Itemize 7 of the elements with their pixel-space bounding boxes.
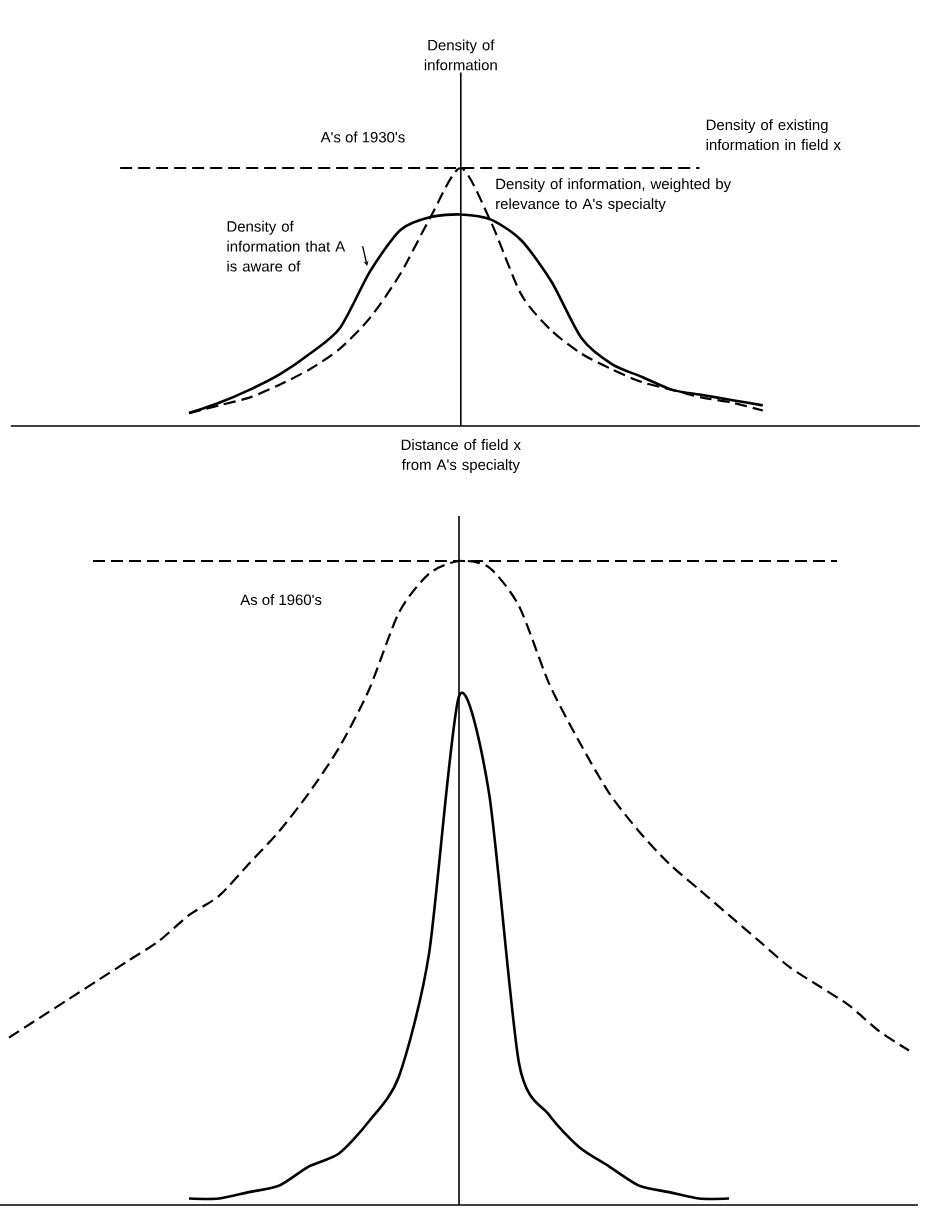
x-axis-title: Distance of field x from A's specialty bbox=[401, 439, 521, 473]
chart-title: A's of 1930's bbox=[320, 131, 405, 143]
text: As of 1960's bbox=[240, 594, 322, 606]
y-axis-title: Density of information bbox=[424, 39, 497, 71]
ref-line-label: Density of existing information in field x bbox=[706, 119, 841, 151]
legend-label: Density of information that A is aware of bbox=[227, 220, 346, 272]
series-label: Density of information, weighted by relevance to A's specialty bbox=[496, 178, 732, 213]
